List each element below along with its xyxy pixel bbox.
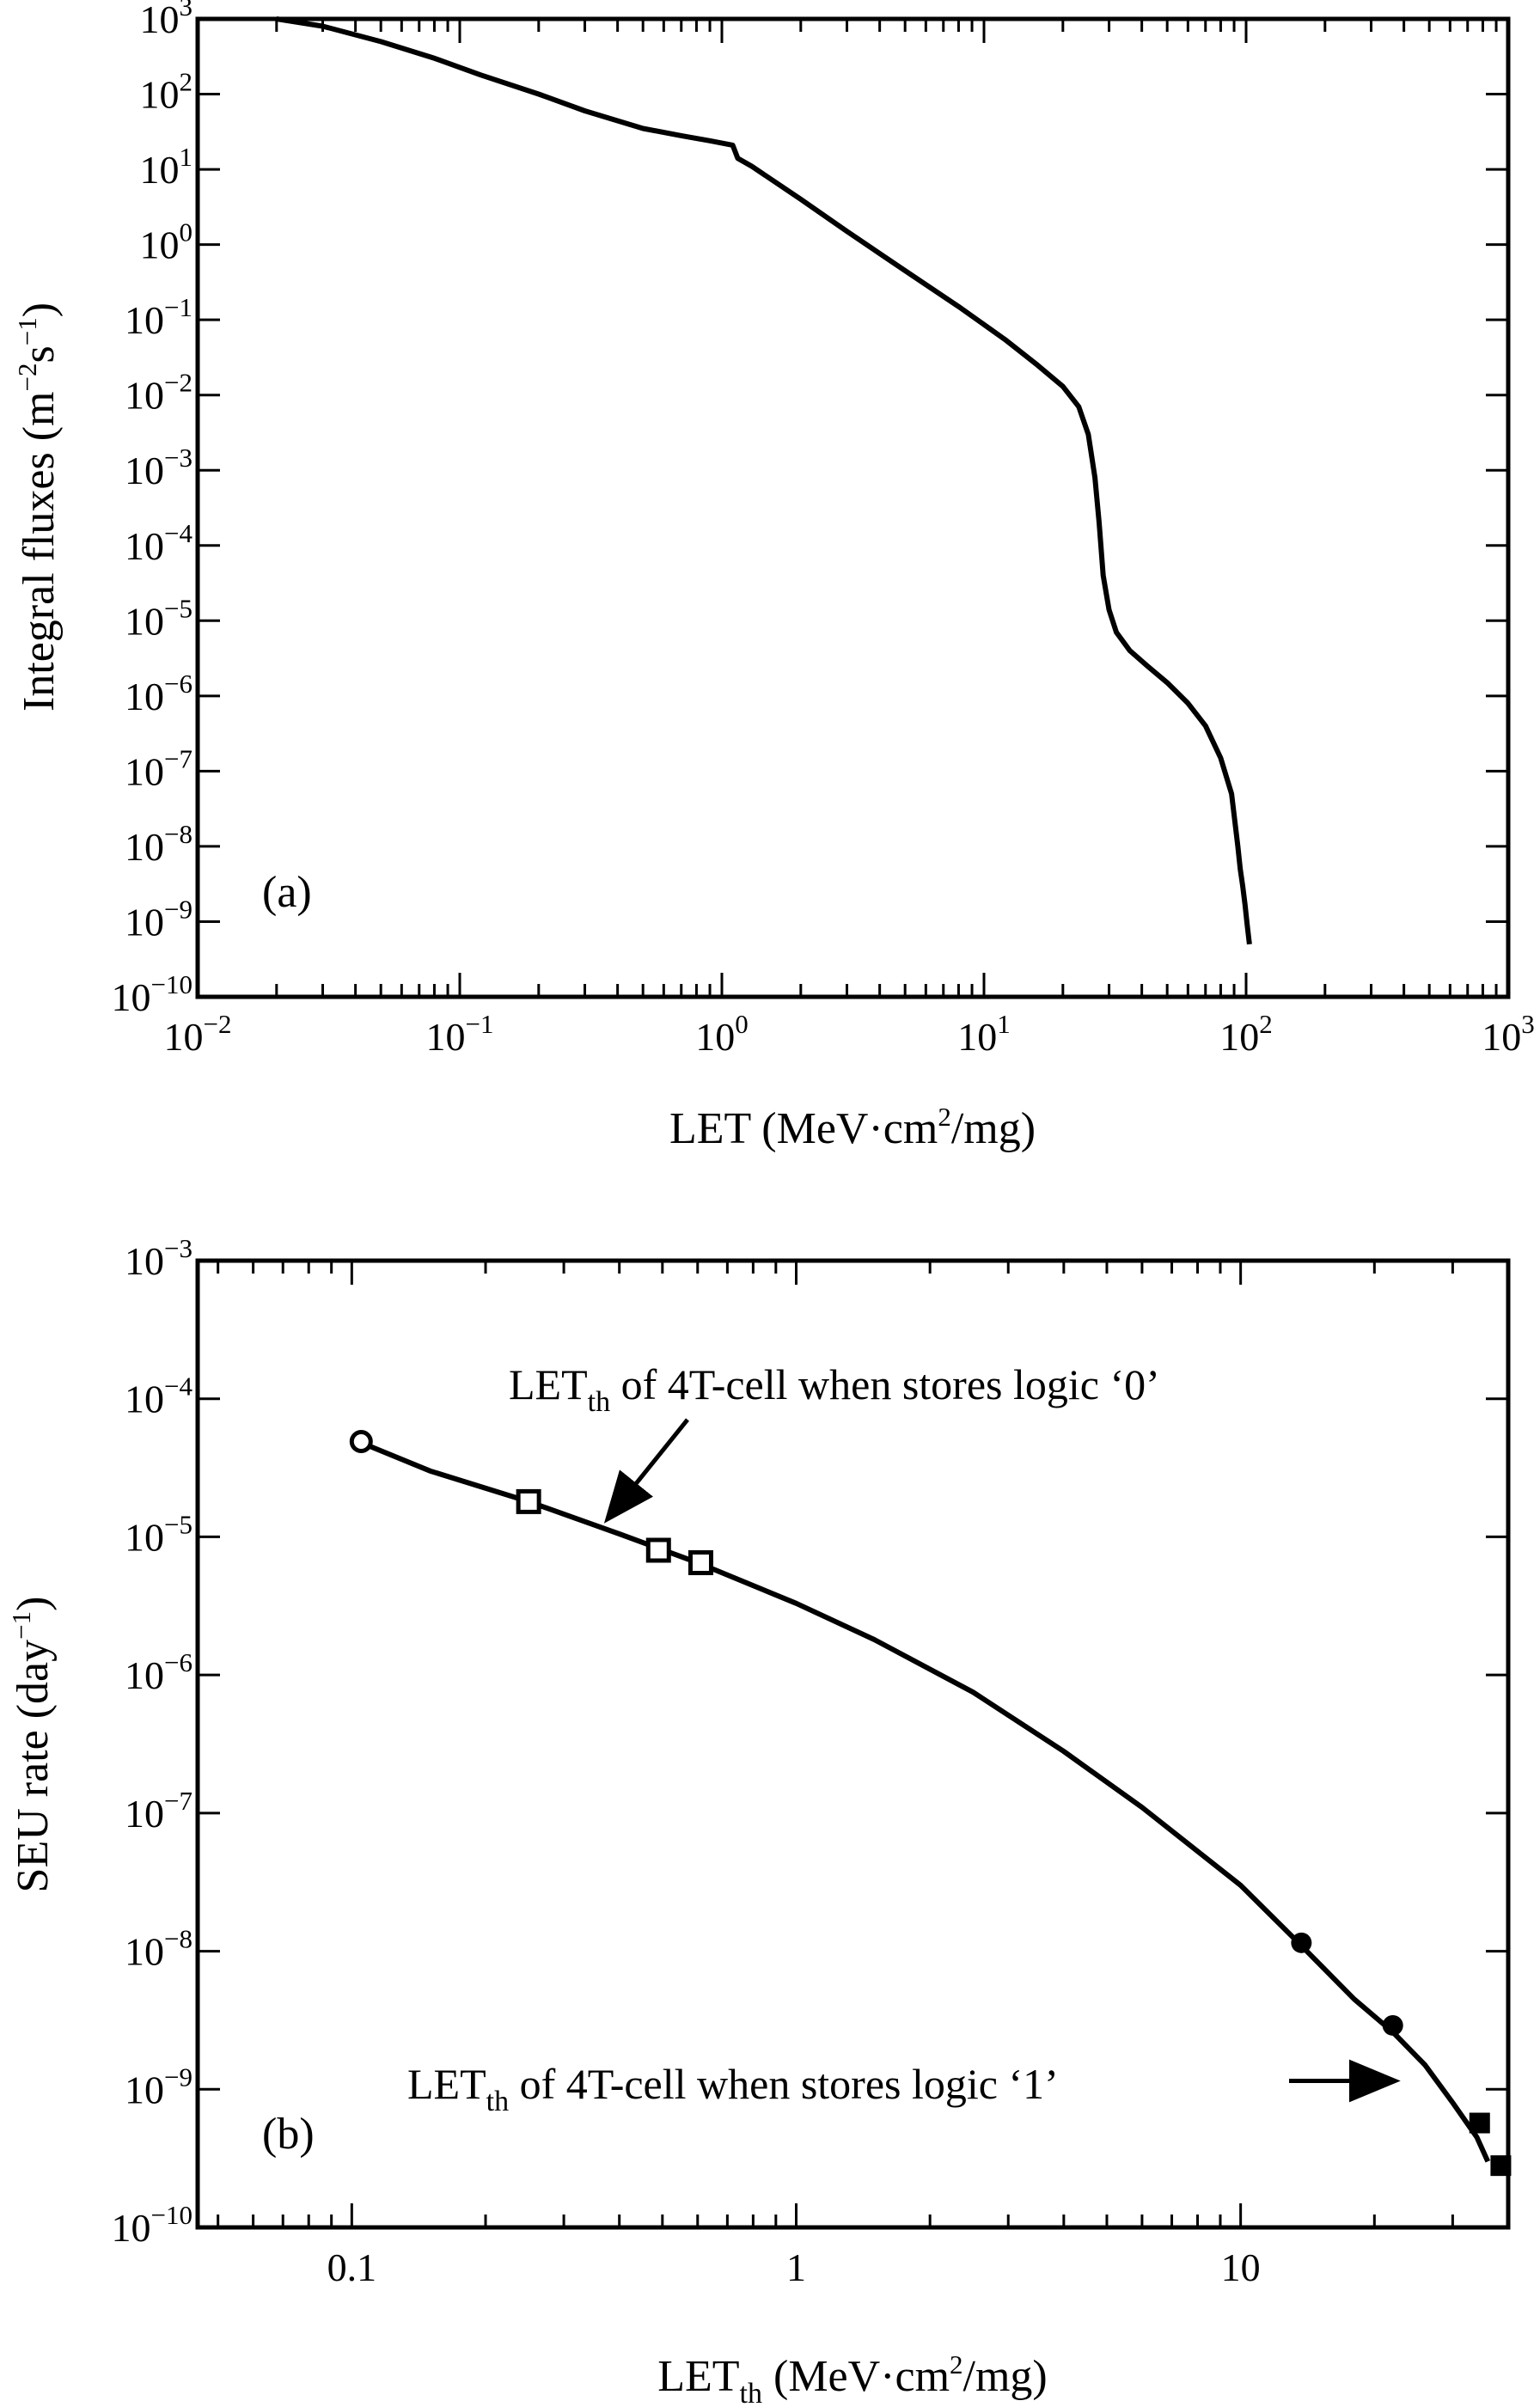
panel-b: 0.1 1 10 10−10 10−9 10−8 10−7 10−6 10−5 10−4 10−3… [6,1233,1512,2407]
y-tick-label: 10−10 [112,2200,192,2250]
y-tick-label: 10−3 [125,1233,192,1283]
y-tick-label: 10−5 [125,593,192,643]
y-tick-label: 10−4 [125,518,192,568]
y-tick-label: 10−6 [125,669,192,718]
y-tick-label: 10−10 [112,969,192,1019]
panel-a-x-axis-label: LET (MeV·cm2/mg) [669,1102,1036,1153]
data-point-open-square [688,1549,713,1575]
panel-a-label: (a) [262,868,312,917]
y-tick-label: 10−9 [125,894,192,944]
data-point-filled-square [1469,2112,1490,2134]
data-point-filled-circle [1382,2014,1403,2036]
x-tick-label: 100 [695,1009,749,1059]
panel-a-x-tick-labels: 10−2 10−1 100 101 102 103 [164,1009,1535,1059]
panel-b-y-axis-label: SEU rate (day−1) [6,1597,58,1893]
annotation-logic-0-arrow [603,1418,689,1524]
panel-a: 10−2 10−1 100 101 102 103 10−1010−910−810−710… [12,0,1535,1153]
y-tick-label: 102 [140,67,193,117]
y-tick-label: 10−7 [125,743,192,793]
y-tick-label: 10−1 [125,292,192,342]
panel-a-flux-curve [276,16,1252,945]
y-tick-label: 10−5 [125,1509,192,1559]
x-tick-label: 103 [1482,1009,1535,1059]
panel-a-ticks [196,17,1510,999]
panel-b-label: (b) [262,2110,315,2159]
y-tick-label: 10−7 [125,1786,192,1836]
y-tick-label: 10−4 [125,1372,192,1421]
y-tick-label: 10−8 [125,1924,192,1974]
y-tick-label: 10−6 [125,1647,192,1697]
annotation-logic-0: LETth of 4T-cell when stores logic ‘0’ [509,1360,1160,1418]
y-tick-label: 10−9 [125,2062,192,2111]
panel-b-ticks [198,1259,1510,2229]
panel-b-x-tick-labels: 0.1 1 10 [327,2245,1261,2289]
panel-b-markers [349,1430,1512,2177]
panel-b-frame [195,1258,1511,2230]
x-tick-label: 10 [1221,2245,1261,2289]
panel-b-y-tick-labels: 10−10 10−9 10−8 10−7 10−6 10−5 10−4 10−3 [112,1233,193,2250]
y-tick-label: 10−3 [125,443,192,492]
y-tick-label: 10−2 [125,368,192,418]
x-tick-label: 10−2 [164,1009,232,1059]
x-tick-label: 1 [786,2245,806,2289]
y-tick-label: 101 [140,142,193,192]
panel-a-y-tick-labels: 10−10 10−9 10−8 10−7 10−6 10−5 10−4 10−3 10−2 10−… [112,0,193,1019]
x-tick-label: 102 [1219,1009,1273,1059]
data-point-filled-square [1490,2155,1512,2177]
x-tick-label: 0.1 [327,2245,377,2289]
panel-a-y-axis-label: Integral fluxes (m−2s−1) [12,302,64,712]
x-tick-label: 101 [957,1009,1011,1059]
annotation-logic-1: LETth of 4T-cell when stores logic ‘1’ [407,2060,1059,2117]
panel-b-seu-curve [360,1440,1491,2163]
x-tick-label: 10−1 [426,1009,494,1059]
y-tick-label: 100 [140,217,193,267]
data-point-open-circle [349,1430,373,1454]
data-point-filled-circle [1291,1932,1312,1953]
panel-a-frame [195,16,1511,999]
y-tick-label: 10−8 [125,819,192,869]
data-point-open-square [645,1537,671,1563]
panel-b-x-axis-label: LETth (MeV·cm2/mg) [657,2349,1048,2407]
y-tick-label: 103 [140,0,193,41]
data-point-open-square [516,1488,541,1514]
